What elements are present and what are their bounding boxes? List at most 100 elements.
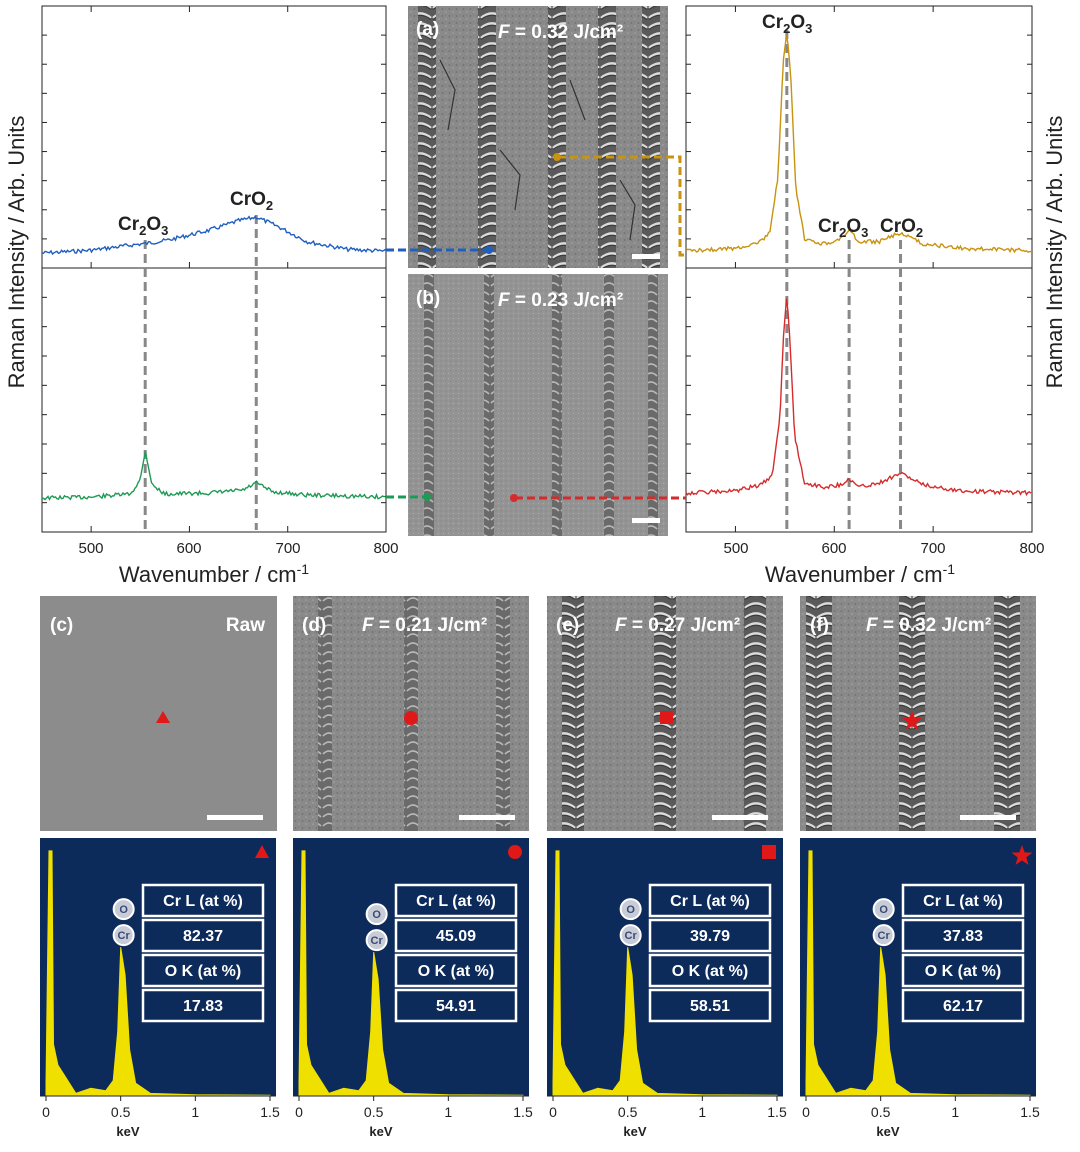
- eds-xtick-label: 0: [802, 1104, 810, 1120]
- connector-gold: [558, 155, 686, 257]
- panel-f-fluence: F = 0.32 J/cm²: [866, 615, 991, 636]
- eds-spectrum: [552, 850, 778, 1097]
- eds-table-cell: [901, 988, 1025, 1023]
- left-peak-cr2o3-label: Cr2O3: [118, 214, 168, 238]
- raman-left-bottom-frame: [41, 267, 387, 533]
- raman-right-gold-spectrum: [685, 34, 1032, 254]
- raman-right-bottom-frame: [685, 267, 1033, 533]
- element-badge-o: [872, 898, 895, 921]
- square-marker: [660, 711, 673, 724]
- xtick-label: 700: [275, 540, 300, 557]
- element-badge-o: [619, 898, 642, 921]
- eds-xtick-label: 0.5: [618, 1104, 638, 1120]
- triangle-marker: [255, 845, 269, 858]
- element-badge-label: Cr: [371, 935, 384, 947]
- triangle-marker: [156, 711, 170, 723]
- raman-left-y-axis-label: Raman Intensity / Arb. Units: [4, 116, 29, 389]
- eds-table-cell: [901, 953, 1025, 988]
- eds-table-cell: [648, 988, 772, 1023]
- eds-x-axis-label: keV: [116, 1124, 139, 1139]
- eds-x-axis-label: keV: [623, 1124, 646, 1139]
- scale-bar: [207, 815, 263, 820]
- xtick-label: 800: [373, 540, 398, 557]
- eds-table-header: Cr L (at %): [923, 893, 1003, 910]
- right-peak-cr2o3-minor-label: Cr2O3: [818, 216, 868, 240]
- scale-bar: [712, 815, 768, 820]
- eds-table-cell: [901, 918, 1025, 953]
- raman-right-plot: Cr2O3 Cr2O3 CrO2 500 600 700 800 Wavenum…: [685, 5, 1067, 587]
- raman-right-y-axis-label: Raman Intensity / Arb. Units: [1042, 116, 1067, 389]
- panel-c-raw-label: Raw: [226, 615, 265, 636]
- raman-left-x-axis-label: Wavenumber / cm-1: [119, 561, 309, 587]
- eds-table-cell: [394, 883, 518, 918]
- scale-bar: [960, 815, 1016, 820]
- eds-table-value: 62.17: [943, 998, 983, 1015]
- raman-left-top-frame: [41, 5, 387, 269]
- sem-image-b: (b) F = 0.23 J/cm²: [408, 274, 668, 536]
- scale-bar: [632, 518, 660, 523]
- eds-xtick-label: 1: [698, 1104, 706, 1120]
- raman-left-plot: Cr2O3 CrO2 500 600 700 800 Wavenumber / …: [4, 5, 399, 587]
- raman-right-reference-lines: [785, 30, 903, 530]
- raman-left-blue-spectrum: [41, 215, 386, 256]
- xtick-label: 500: [78, 540, 103, 557]
- eds-xtick-label: 1.5: [260, 1104, 280, 1120]
- eds-table-value: 37.83: [943, 928, 983, 945]
- eds-table-cell: [141, 883, 265, 918]
- connector-green-dot: [423, 493, 431, 501]
- eds-xtick-label: 1: [951, 1104, 959, 1120]
- connector-blue-dot: [485, 246, 493, 254]
- eds-spectrum: [298, 850, 524, 1097]
- eds-table-value: 54.91: [436, 998, 476, 1015]
- panel-f-label: (f): [810, 615, 829, 636]
- eds-xtick-label: 0.5: [364, 1104, 384, 1120]
- panel-a-fluence: F = 0.32 J/cm²: [498, 22, 623, 43]
- eds-table-header: Cr L (at %): [670, 893, 750, 910]
- xtick-label: 600: [176, 540, 201, 557]
- eds-panel-3: 0 0.5 1 1.5 keV O Cr Cr L (at %) 39.79 O K (at %)…: [547, 838, 787, 1139]
- panel-a-label: (a): [416, 19, 439, 40]
- eds-xtick-label: 0.5: [111, 1104, 131, 1120]
- sem-image-e: (e) F = 0.27 J/cm²: [547, 596, 783, 831]
- eds-table-header: O K (at %): [925, 963, 1001, 980]
- element-badge-cr: [619, 924, 642, 947]
- eds-spectrum: [805, 850, 1031, 1097]
- eds-table-header: O K (at %): [672, 963, 748, 980]
- square-marker: [762, 845, 776, 859]
- eds-spectra-row: 0 0.5 1 1.5 keV O Cr Cr L (at %) 82.37 O K (at %)…: [40, 838, 1040, 1139]
- panel-e-fluence: F = 0.27 J/cm²: [615, 615, 740, 636]
- xtick-label: 500: [723, 540, 748, 557]
- element-badge-cr: [365, 929, 388, 952]
- raman-left-green-spectrum: [41, 451, 386, 501]
- star-marker: [902, 711, 922, 730]
- star-marker: [1011, 845, 1033, 865]
- eds-background: [293, 838, 529, 1096]
- element-badge-label: Cr: [118, 930, 131, 942]
- eds-xtick-label: 1: [191, 1104, 199, 1120]
- sem-image-f: (f) F = 0.32 J/cm²: [800, 596, 1036, 831]
- eds-table-cell: [394, 953, 518, 988]
- xtick-label: 600: [821, 540, 846, 557]
- eds-xtick-label: 0: [295, 1104, 303, 1120]
- raman-right-red-spectrum: [685, 298, 1032, 497]
- eds-background: [547, 838, 783, 1096]
- connector-red-dot: [510, 494, 518, 502]
- eds-table-cell: [141, 953, 265, 988]
- panel-b-fluence: F = 0.23 J/cm²: [498, 290, 623, 311]
- eds-table-cell: [141, 988, 265, 1023]
- raman-right-ticks: [686, 6, 1033, 532]
- eds-table-value: 82.37: [183, 928, 223, 945]
- eds-table-cell: [648, 953, 772, 988]
- raman-left-xtick-labels: 500 600 700 800: [78, 540, 398, 557]
- panel-c-label: (c): [50, 615, 73, 636]
- eds-table-cell: [648, 883, 772, 918]
- eds-panel-1: 0 0.5 1 1.5 keV O Cr Cr L (at %) 82.37 O K (at %)…: [40, 838, 280, 1139]
- eds-table-value: 17.83: [183, 998, 223, 1015]
- circle-marker: [508, 845, 522, 859]
- xtick-label: 700: [920, 540, 945, 557]
- right-peak-cro2-label: CrO2: [880, 216, 923, 240]
- eds-table-cell: [901, 883, 1025, 918]
- eds-table-header: Cr L (at %): [163, 893, 243, 910]
- eds-table-header: O K (at %): [165, 963, 241, 980]
